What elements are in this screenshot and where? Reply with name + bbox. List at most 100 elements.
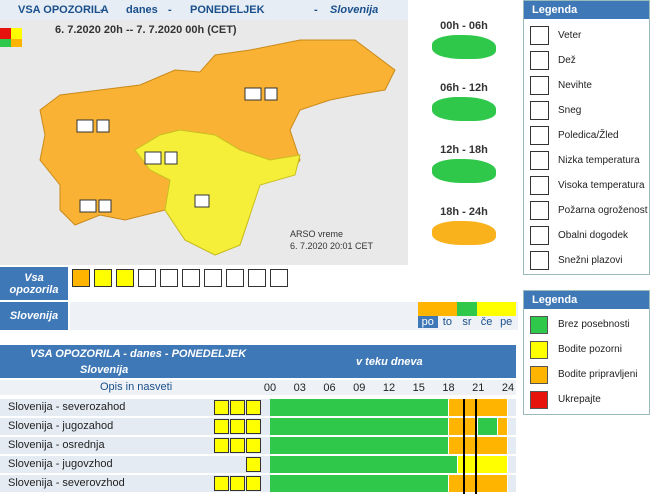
now-line (463, 399, 466, 494)
legend-title: Legenda (524, 1, 649, 19)
row-name: Slovenija - severovzhod (8, 477, 125, 489)
slot-map (432, 159, 496, 183)
timeline-segment (270, 456, 459, 473)
day-label: to (442, 316, 452, 328)
table-subtitle: Slovenija (80, 364, 129, 376)
desc-label: Opis in nasveti (100, 381, 173, 393)
legend-label: Veter (558, 30, 582, 41)
legend-icon (530, 201, 549, 220)
row-icon (230, 476, 245, 491)
level-swatch (530, 391, 548, 409)
slot-map (432, 97, 496, 121)
now-line (475, 399, 478, 494)
timeline-segment (270, 437, 449, 454)
day-label: pe (500, 316, 513, 328)
header-part: Slovenija (330, 4, 379, 16)
legend-title: Legenda (524, 291, 649, 309)
hour-label: 03 (293, 382, 306, 394)
timeline-segment (448, 475, 508, 492)
timeline-segment (448, 399, 508, 416)
legend-label: Ukrepajte (558, 394, 601, 405)
timeline-segment (478, 418, 499, 435)
warning-table: VSA OPOZORILA - danes - PONEDELJEK Slove… (0, 345, 516, 496)
hour-label: 06 (323, 382, 336, 394)
timeline-segment (458, 456, 508, 473)
all-warnings-label: Vsa opozorila (0, 267, 68, 300)
hour-label: 09 (353, 382, 366, 394)
row-icon (230, 419, 245, 434)
during-day: v teku dneva (356, 356, 423, 368)
hour-label: 00 (263, 382, 277, 394)
map-source: ARSO vreme (290, 229, 343, 239)
day-color (476, 302, 497, 316)
region-days: po to sr če pe (70, 302, 518, 330)
row-icon (230, 400, 245, 415)
timeline-segment (448, 437, 508, 454)
legend-icon (530, 251, 549, 270)
day-label: po (418, 316, 438, 328)
day-label: sr (462, 316, 472, 328)
legend-icon (530, 126, 549, 145)
slot-map (432, 35, 496, 59)
level-swatch (530, 366, 548, 384)
slot-label: 00h - 06h (440, 20, 488, 32)
legend-icon (530, 226, 549, 245)
hour-label: 18 (442, 382, 455, 394)
legend-label: Sneg (558, 105, 582, 116)
row-icon (230, 438, 245, 453)
row-name: Slovenija - severozahod (8, 401, 126, 413)
hour-label: 15 (412, 382, 425, 394)
day-color (457, 302, 477, 316)
legend-label: Nizka temperatura (558, 155, 640, 166)
row-icon (214, 476, 229, 491)
legend-label: Bodite pozorni (558, 344, 622, 355)
table-header (0, 345, 516, 378)
timeline-segment (270, 399, 449, 416)
slot-map (432, 221, 496, 245)
hour-label: 12 (382, 382, 396, 394)
row-name: Slovenija - jugozahod (8, 420, 114, 432)
header-part: - (168, 4, 172, 16)
row-icon (246, 400, 261, 415)
map-period: 6. 7.2020 20h -- 7. 7.2020 00h (CET) (55, 24, 237, 36)
legend-label: Požarna ogroženost (558, 205, 648, 216)
row-icon (246, 438, 261, 453)
legend-icon (530, 176, 549, 195)
hazard-legend: Legenda Veter Dež Nevihte Sneg Poledica/Žled N… (523, 0, 650, 275)
day-color (418, 302, 438, 316)
header: VSA OPOZORILA - danes - PONEDELJEK - Slovenija (0, 0, 408, 20)
day-label: če (480, 316, 493, 328)
level-legend: Legenda Brez posebnosti Bodite pozorni Bodi… (523, 290, 650, 415)
desc-row (0, 380, 516, 395)
map: 6. 7.2020 20h -- 7. 7.2020 00h (CET) ARS… (0, 20, 408, 265)
legend-label: Obalni dogodek (558, 230, 629, 241)
row-name: Slovenija - osrednja (8, 439, 105, 451)
map-issued: 6. 7.2020 20:01 CET (290, 241, 374, 251)
row-icon (214, 400, 229, 415)
row-icon (246, 419, 261, 434)
hazard-icons (70, 267, 295, 291)
header-part: - (100, 4, 104, 16)
legend-icon (530, 151, 549, 170)
day-color (437, 302, 458, 316)
slot-label: 12h - 18h (440, 144, 488, 156)
time-slots: 00h - 06h 06h - 12h 12h - 18h 18h - 24h (410, 0, 518, 265)
row-name: Slovenija - jugovzhod (8, 458, 113, 470)
day-color (496, 302, 516, 316)
timeline-segment (498, 418, 508, 435)
level-swatch (530, 316, 548, 334)
legend-label: Snežni plazovi (558, 255, 623, 266)
legend-label: Brez posebnosti (558, 319, 630, 330)
row-icon (214, 438, 229, 453)
hour-label: 24 (501, 382, 515, 394)
timeline-segment (270, 475, 449, 492)
slot-label: 18h - 24h (440, 206, 488, 218)
row-icon (246, 457, 261, 472)
row-icon (246, 476, 261, 491)
header-part: PONEDELJEK (190, 4, 265, 16)
legend-label: Bodite pripravljeni (558, 369, 638, 380)
header-part: VSA OPOZORILA (18, 4, 109, 16)
header-part: danes (126, 4, 158, 16)
level-swatch (530, 341, 548, 359)
timeline-segment (270, 418, 449, 435)
